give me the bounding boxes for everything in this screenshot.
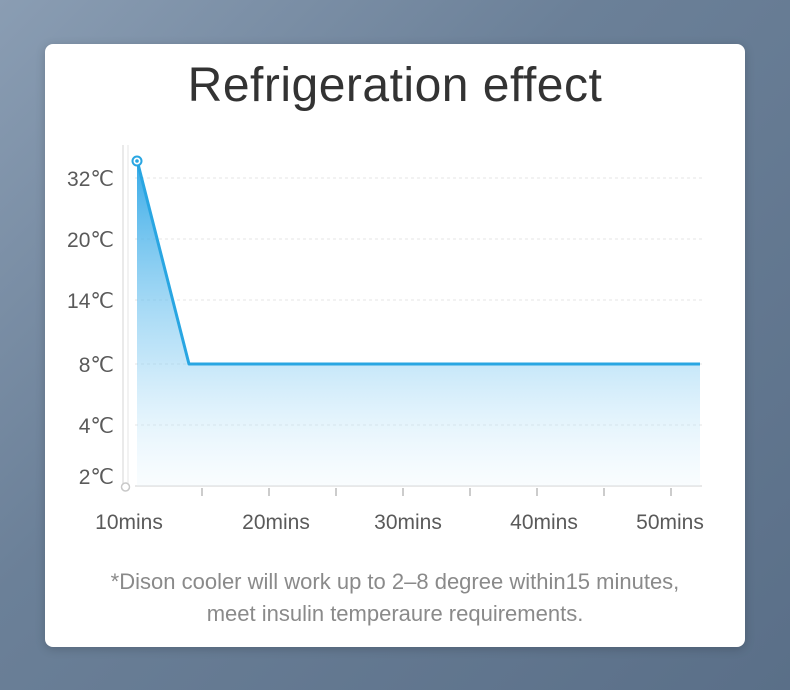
y-tick-label: 2℃ [79,466,114,489]
series-line [135,159,700,366]
x-tick-label: 50mins [636,511,704,534]
series-start-point-dot [135,159,139,163]
footnote-line-1: *Dison cooler will work up to 2–8 degree… [110,569,680,594]
series-area [137,160,700,486]
y-tick-label: 32℃ [67,168,114,191]
y-tick-label: 14℃ [67,290,114,313]
series-layer [131,155,700,486]
tick-labels: 32℃ 20℃ 14℃ 8℃ 4℃ 2℃ 10mins 20mins 30mins 40mins 5… [67,168,704,534]
footnote-line-2: meet insulin temperaure requirements. [206,601,584,626]
chart-title: Refrigeration effect [187,59,603,112]
x-tick-label: 40mins [510,511,578,534]
y-tick-label: 8℃ [79,354,114,377]
y-tick-label: 4℃ [79,415,114,438]
x-tick-label: 20mins [242,511,310,534]
x-tick-label: 30mins [374,511,442,534]
x-tick-label: 10mins [95,511,163,534]
y-axis-origin-marker [120,482,131,492]
y-tick-label: 20℃ [67,229,114,252]
